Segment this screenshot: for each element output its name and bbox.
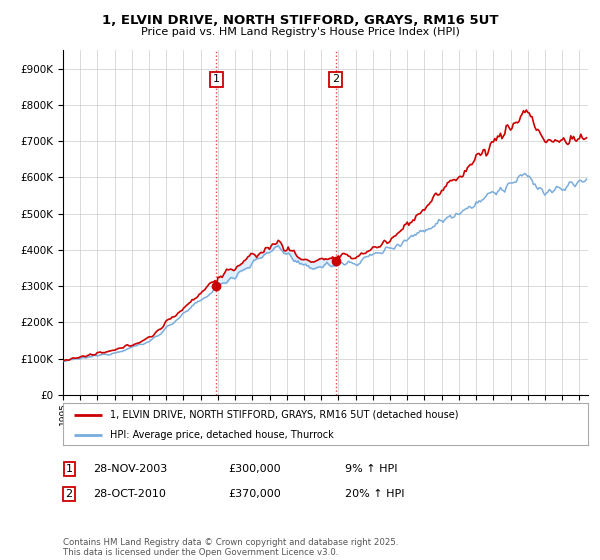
Text: 2: 2: [65, 489, 73, 499]
Text: 1: 1: [65, 464, 73, 474]
Text: £370,000: £370,000: [228, 489, 281, 499]
Text: 9% ↑ HPI: 9% ↑ HPI: [345, 464, 398, 474]
Text: 2: 2: [332, 74, 339, 85]
Text: 1, ELVIN DRIVE, NORTH STIFFORD, GRAYS, RM16 5UT (detached house): 1, ELVIN DRIVE, NORTH STIFFORD, GRAYS, R…: [110, 410, 459, 420]
Text: HPI: Average price, detached house, Thurrock: HPI: Average price, detached house, Thur…: [110, 430, 334, 440]
Text: 28-NOV-2003: 28-NOV-2003: [93, 464, 167, 474]
Text: 28-OCT-2010: 28-OCT-2010: [93, 489, 166, 499]
Text: 20% ↑ HPI: 20% ↑ HPI: [345, 489, 404, 499]
Text: 1: 1: [213, 74, 220, 85]
Text: £300,000: £300,000: [228, 464, 281, 474]
Text: Contains HM Land Registry data © Crown copyright and database right 2025.
This d: Contains HM Land Registry data © Crown c…: [63, 538, 398, 557]
Text: Price paid vs. HM Land Registry's House Price Index (HPI): Price paid vs. HM Land Registry's House …: [140, 27, 460, 37]
Text: 1, ELVIN DRIVE, NORTH STIFFORD, GRAYS, RM16 5UT: 1, ELVIN DRIVE, NORTH STIFFORD, GRAYS, R…: [102, 14, 498, 27]
